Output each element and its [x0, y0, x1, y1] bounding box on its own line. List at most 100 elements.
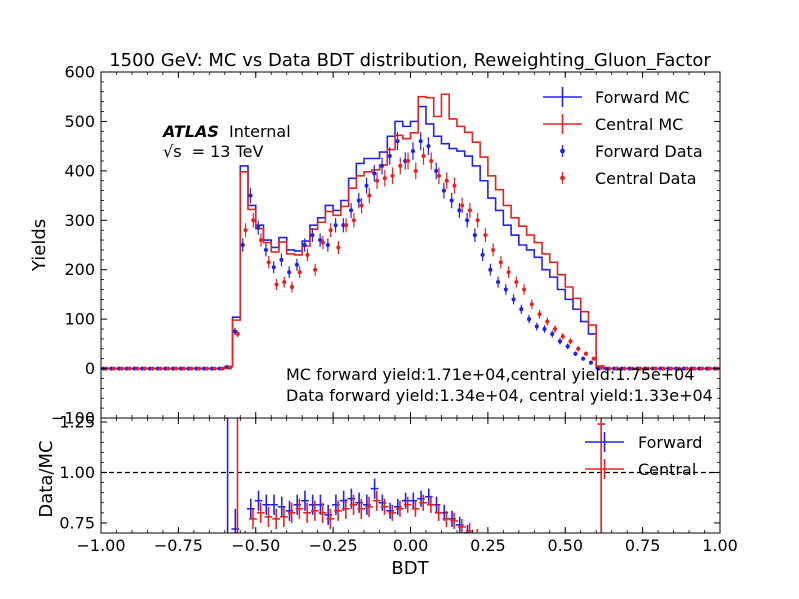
y-tick: 100 [64, 310, 720, 329]
data-point [413, 162, 418, 180]
ratio-point [434, 504, 443, 521]
data-point [127, 366, 132, 371]
ratio-point [303, 502, 311, 523]
y-tick: 300 [64, 211, 720, 230]
x-tick-label: 0.00 [393, 536, 429, 555]
data-point [452, 177, 457, 194]
x-tick: −0.25 [309, 418, 358, 555]
x-tick-label: −0.75 [154, 536, 203, 555]
data-point [653, 366, 658, 371]
data-point [514, 276, 519, 288]
data-point [465, 213, 470, 228]
data-point [467, 202, 473, 218]
data-point [387, 147, 392, 165]
x-tick: 0.25 [470, 418, 506, 555]
data-point [480, 248, 485, 262]
data-point [607, 366, 612, 371]
data-point [266, 256, 271, 269]
data-point [344, 218, 349, 233]
data-point [372, 164, 377, 182]
x-axis-label: BDT [391, 558, 429, 579]
data-point [521, 284, 527, 295]
data-point [684, 366, 689, 371]
data-point [529, 299, 534, 310]
ratio-point [597, 418, 606, 533]
data-point [630, 366, 635, 371]
ratio-y-tick: 1.25 [59, 413, 720, 432]
data-point [197, 366, 202, 371]
data-point [313, 263, 318, 276]
data-point [398, 157, 403, 175]
main-legend: Forward MC Central MC Forward Data Central … [543, 87, 703, 188]
ratio-point [388, 504, 397, 521]
y-tick: 400 [64, 161, 720, 180]
ratio-point [427, 496, 435, 513]
ratio-y-axis-label: Data/MC [36, 440, 57, 517]
data-point [166, 366, 171, 371]
data-point [325, 238, 330, 252]
svg-text:√s = 13 TeV: √s = 13 TeV [163, 142, 263, 161]
data-point [436, 167, 442, 185]
ratio-point [301, 490, 309, 511]
ratio-point [310, 500, 319, 521]
data-point [460, 197, 465, 214]
data-point [305, 248, 310, 262]
legend-label: Central Data [595, 169, 697, 188]
data-point [289, 281, 295, 293]
data-point [189, 366, 194, 371]
series-central-mc-line [101, 93, 720, 370]
data-point [557, 338, 563, 345]
legend-entry: Central MC [543, 114, 683, 134]
data-point [405, 152, 411, 170]
data-point [282, 276, 287, 288]
main-panel: −100 0 100 200 300 400 500 600 Yields ATLAS Int… [29, 63, 721, 428]
data-point [426, 137, 431, 156]
ratio-point [249, 508, 257, 529]
data-point [302, 238, 307, 252]
energy-label: = 13 TeV [192, 142, 264, 161]
data-point [676, 366, 681, 371]
data-point [588, 360, 594, 365]
data-point [692, 366, 697, 371]
data-point [220, 366, 225, 371]
svg-text:ATLAS Internal: ATLAS Internal [161, 122, 291, 141]
data-point [181, 366, 186, 371]
ratio-point [295, 498, 304, 519]
data-point [274, 279, 279, 291]
experiment-label: ATLAS Internal √s = 13 TeV [161, 122, 291, 161]
x-tick-label: 0.25 [470, 536, 506, 555]
ratio-y-tick-label: 1.25 [59, 413, 95, 432]
ratio-point [349, 494, 358, 515]
ratio-panel-frame [100, 417, 721, 534]
data-point [511, 294, 516, 305]
y-tick-label: 300 [64, 211, 95, 230]
data-point [552, 325, 558, 333]
ratio-point [236, 418, 239, 533]
ratio-point [270, 494, 278, 515]
ratio-point [442, 510, 451, 527]
ratio-point [372, 490, 381, 511]
ratio-y-axis: 0.75 1.00 1.25 [59, 413, 720, 532]
data-point [418, 132, 423, 151]
data-point [333, 218, 338, 233]
data-point [294, 258, 300, 271]
ratio-legend-entry: Central [585, 459, 696, 479]
mc-yield-annotation: MC forward yield:1.71e+04,central yield:… [286, 365, 695, 384]
x-tick: 0.00 [393, 418, 429, 555]
x-tick-label: 0.75 [625, 536, 661, 555]
y-tick: 0 [85, 359, 720, 378]
data-point [395, 132, 400, 151]
data-point [263, 243, 269, 257]
data-point [279, 253, 284, 267]
data-point [135, 366, 140, 371]
data-point [204, 366, 209, 371]
data-point [707, 366, 712, 371]
data-point [503, 284, 508, 295]
data-point [614, 366, 620, 371]
ratio-point [403, 496, 412, 513]
ratio-point [411, 500, 420, 517]
y-tick-label: 600 [64, 63, 95, 82]
ratio-point [254, 490, 263, 511]
data-point [227, 365, 233, 370]
